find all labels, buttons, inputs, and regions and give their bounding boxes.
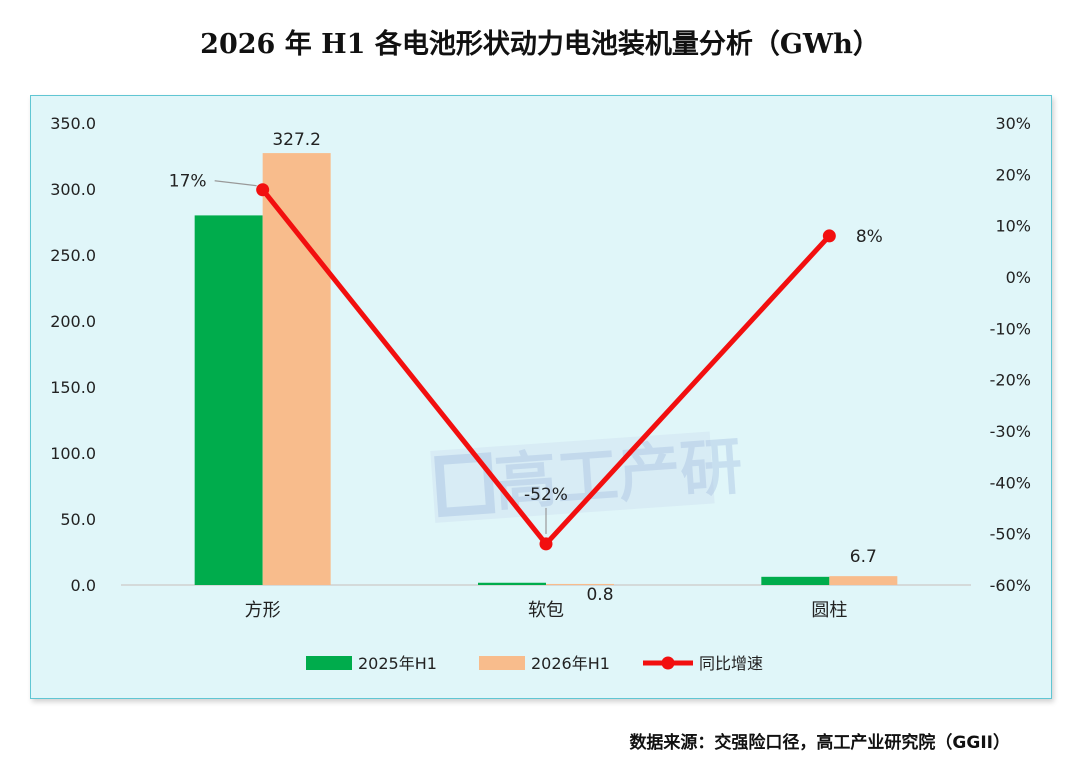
growth-point (822, 229, 836, 243)
category-label: 方形 (245, 600, 281, 621)
right-tick-label: -10% (990, 319, 1031, 338)
bar-2025 (194, 215, 263, 585)
bar-value-label: 0.8 (586, 585, 613, 605)
watermark-logo-icon (434, 452, 496, 518)
category-labels: 方形 软包 圆柱 (245, 600, 848, 621)
growth-point (256, 183, 270, 197)
bar-value-label: 327.2 (272, 130, 321, 150)
left-tick-label: 100.0 (50, 444, 96, 463)
right-tick-label: -60% (990, 576, 1031, 595)
legend-marker-growth (661, 656, 675, 670)
bar-2026 (829, 576, 898, 585)
left-tick-label: 150.0 (50, 378, 96, 397)
right-axis: 30% 20% 10% 0% -10% -20% -30% -40% -50% -60% (990, 114, 1031, 595)
left-tick-label: 350.0 (50, 114, 96, 133)
left-tick-label: 300.0 (50, 180, 96, 199)
left-axis: 350.0 300.0 250.0 200.0 150.0 100.0 50.0 0.0 (50, 114, 96, 595)
right-tick-label: 0% (1006, 268, 1031, 287)
right-tick-label: 20% (995, 165, 1031, 184)
growth-label-leader (214, 180, 257, 187)
watermark-text: 高工产研 (492, 429, 745, 519)
page-title: 2026 年 H1 各电池形状动力电池装机量分析（GWh） (200, 29, 880, 60)
right-tick-label: 10% (995, 217, 1031, 236)
watermark: 高工产研 (430, 429, 745, 523)
growth-value-label: -52% (524, 485, 568, 505)
left-tick-label: 250.0 (50, 246, 96, 265)
bar-value-label: 6.7 (850, 547, 877, 567)
growth-value-label: 8% (856, 227, 883, 247)
chart-svg: 高工产研 350.0 300.0 250.0 200.0 150.0 100.0 50.0 0… (50, 114, 1031, 673)
legend-label-2025: 2025年H1 (358, 654, 437, 673)
bar-2026 (262, 153, 331, 585)
bar-2025 (478, 582, 546, 585)
category-label: 圆柱 (811, 600, 847, 621)
right-tick-label: -50% (990, 525, 1031, 544)
growth-line (256, 183, 836, 551)
data-labels: 327.2 0.8 6.7 17% -52% 8% (169, 130, 883, 605)
bars (194, 153, 898, 585)
left-tick-label: 50.0 (60, 510, 96, 529)
bar-2025 (761, 576, 830, 585)
legend-label-growth: 同比增速 (699, 654, 763, 673)
growth-value-label: 17% (169, 172, 207, 192)
right-tick-label: -20% (990, 371, 1031, 390)
category-label: 软包 (528, 600, 564, 621)
legend-swatch-2026 (479, 656, 525, 670)
left-tick-label: 0.0 (71, 576, 96, 595)
right-tick-label: -30% (990, 422, 1031, 441)
right-tick-label: -40% (990, 473, 1031, 492)
legend: 2025年H1 2026年H1 同比增速 (306, 654, 763, 673)
source-note: 数据来源：交强险口径，高工产业研究院（GGII） (629, 733, 1010, 753)
growth-point (539, 537, 553, 551)
left-tick-label: 200.0 (50, 312, 96, 331)
chart-frame: 高工产研 350.0 300.0 250.0 200.0 150.0 100.0 50.0 0… (30, 95, 1052, 699)
right-tick-label: 30% (995, 114, 1031, 133)
legend-swatch-2025 (306, 656, 352, 670)
legend-label-2026: 2026年H1 (531, 654, 610, 673)
bar-2026 (546, 583, 614, 585)
